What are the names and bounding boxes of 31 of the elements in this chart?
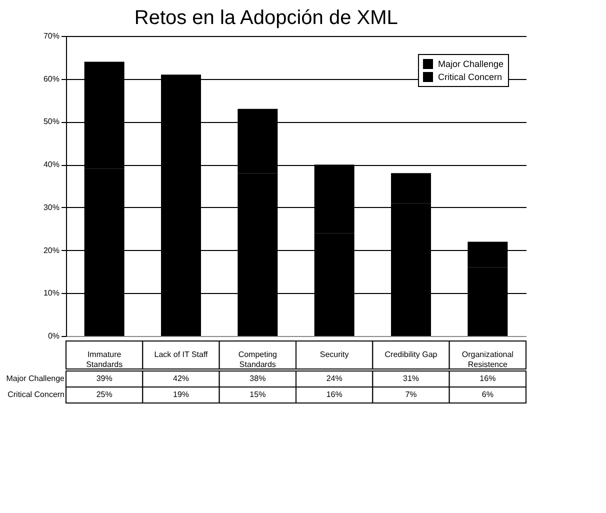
data-label: 39% [96,374,112,383]
y-tick-label: 10% [43,288,60,298]
x-tick-label: Immature Standards [86,350,123,369]
legend-label: Major Challenge [438,59,504,69]
y-tick-label: 40% [43,160,60,170]
y-tick-label: 20% [43,246,60,255]
data-label: 16% [326,390,342,399]
x-tick-label: Organizational Resistence [462,350,514,369]
y-tick-label: 0% [48,332,60,340]
x-tick-label: Credibility Gap [384,350,438,359]
data-label: 19% [172,390,190,399]
x-tick-label: Security [320,350,349,359]
data-label: 31% [402,374,420,383]
data-label: 7% [405,390,417,399]
legend-label: Critical Concern [438,72,502,82]
text: Critical Concern [8,390,64,399]
chart-title: Retos en la Adopción de XML [134,7,398,29]
y-tick-label: 30% [43,202,60,212]
x-tick-label: Lack of IT Staff [154,350,209,359]
data-label: 6% [482,390,494,399]
data-label: 24% [326,374,342,383]
text: Major Challenge [6,374,64,383]
y-tick-label: 50% [43,117,60,126]
x-tick-label: Competing Standards [238,350,278,369]
data-label: 38% [250,374,266,383]
y-tick-label: 60% [43,74,60,84]
data-label: 25% [96,390,112,399]
data-label: 16% [480,374,496,383]
data-label: 15% [250,390,266,399]
data-label: 42% [172,374,190,383]
y-tick-label: 70% [43,32,60,40]
